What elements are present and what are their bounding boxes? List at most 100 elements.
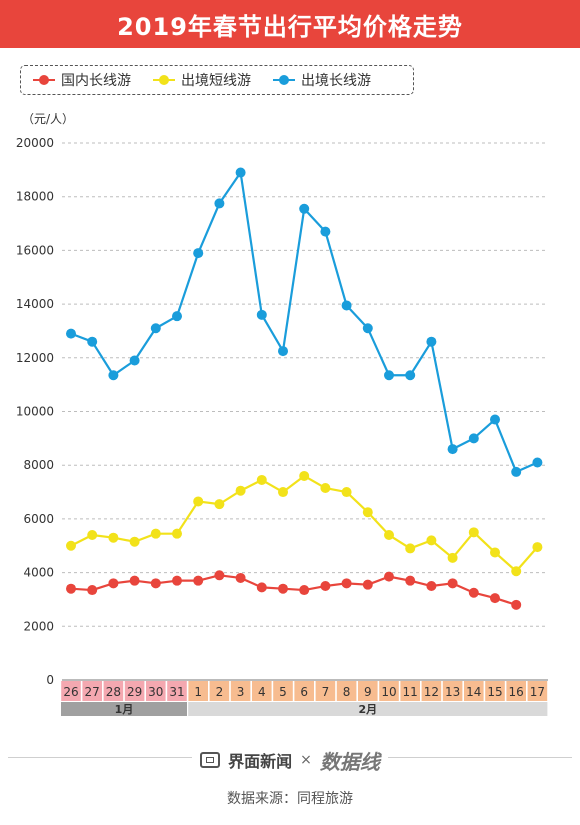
series-point-2	[278, 346, 288, 357]
month-band-feb	[188, 702, 548, 716]
series-point-1	[235, 485, 246, 496]
series-point-0	[256, 582, 267, 593]
series-point-2	[129, 355, 140, 366]
y-tick-label: 12000	[16, 351, 54, 365]
x-tick-cell	[273, 681, 293, 701]
legend-label-short: 出境短线游	[181, 73, 251, 89]
y-tick-label: 0	[46, 673, 54, 687]
x-tick-cell	[124, 681, 145, 701]
x-tick-label: 11	[403, 685, 418, 699]
x-tick-label: 5	[279, 685, 287, 699]
legend-label-domestic: 国内长线游	[61, 73, 131, 89]
series-point-0	[172, 575, 182, 586]
series-point-0	[320, 581, 331, 592]
series-point-1	[362, 507, 373, 518]
x-tick-label: 26	[63, 685, 78, 699]
chart-title: 2019年春节出行平均价格走势	[0, 0, 580, 48]
series-point-1	[384, 530, 394, 541]
x-tick-label: 7	[322, 685, 330, 699]
y-tick-label: 14000	[16, 297, 54, 311]
x-tick-cell	[464, 681, 484, 701]
series-point-2	[235, 167, 246, 178]
series-point-0	[66, 583, 76, 594]
series-point-2	[193, 248, 204, 259]
series-point-0	[447, 578, 458, 589]
x-tick-cell	[506, 681, 526, 701]
series-point-0	[405, 575, 416, 586]
series-point-2	[426, 336, 437, 347]
datamine-logo: 数据线	[319, 749, 380, 774]
x-tick-cell	[188, 681, 208, 701]
series-point-2	[511, 466, 522, 477]
series-point-0	[278, 583, 288, 594]
x-tick-label: 16	[509, 685, 524, 699]
x-tick-label: 28	[106, 685, 121, 699]
x-tick-cell	[379, 681, 399, 701]
series-point-2	[256, 309, 267, 320]
x-tick-label: 14	[466, 685, 481, 699]
x-tick-cell	[252, 681, 272, 701]
y-tick-label: 8000	[23, 458, 54, 472]
series-point-2	[214, 198, 225, 209]
series-point-0	[468, 587, 479, 598]
series-point-2	[320, 226, 331, 237]
brand-box: 界面新闻 × 数据线	[192, 745, 388, 775]
series-point-0	[193, 575, 204, 586]
series-point-2	[108, 370, 119, 381]
legend-label-long: 出境长线游	[301, 73, 371, 89]
series-point-1	[256, 474, 267, 485]
x-tick-label: 2	[216, 685, 224, 699]
y-axis-unit: （元/人）	[22, 112, 75, 126]
x-tick-cell	[358, 681, 378, 701]
series-point-1	[426, 535, 437, 546]
series-point-1	[511, 566, 522, 577]
series-point-2	[468, 433, 479, 444]
series-point-2	[172, 311, 182, 322]
legend-item-long: 出境长线游	[273, 70, 371, 90]
series-point-1	[129, 536, 140, 547]
x-tick-cell	[146, 681, 166, 701]
month-label-feb: 2月	[358, 703, 377, 716]
x-tick-cell	[442, 681, 463, 701]
legend-swatch-long	[273, 75, 295, 85]
series-line-2	[70, 171, 538, 474]
series-point-1	[490, 547, 500, 558]
month-band-jan	[61, 702, 187, 716]
times-sign: ×	[300, 752, 312, 768]
y-tick-label: 16000	[16, 243, 54, 257]
series-point-2	[299, 203, 310, 214]
series-point-1	[278, 487, 288, 498]
legend-swatch-domestic	[33, 75, 55, 85]
x-tick-cell	[82, 681, 102, 701]
month-label-jan: 1月	[115, 703, 134, 716]
series-point-2	[341, 300, 352, 311]
series-point-2	[150, 323, 161, 334]
series-point-2	[532, 457, 543, 468]
series-point-0	[108, 578, 119, 589]
x-tick-cell	[230, 681, 251, 701]
series-point-1	[320, 483, 331, 494]
x-tick-cell	[400, 681, 420, 701]
legend-swatch-short	[153, 75, 175, 85]
x-tick-label: 15	[487, 685, 502, 699]
series-point-1	[172, 528, 182, 539]
series-point-1	[150, 528, 161, 539]
series-point-0	[511, 599, 522, 610]
legend-item-domestic: 国内长线游	[33, 70, 131, 90]
series-point-0	[214, 570, 225, 581]
x-tick-label: 1	[194, 685, 202, 699]
series-line-0	[70, 574, 517, 606]
footer-brand: 界面新闻 × 数据线	[0, 745, 580, 775]
series-point-1	[341, 487, 352, 498]
series-point-0	[384, 571, 394, 582]
series-point-2	[362, 323, 373, 334]
series-point-0	[150, 578, 161, 589]
series-point-0	[490, 593, 500, 604]
series-point-0	[426, 581, 437, 592]
x-tick-label: 10	[381, 685, 396, 699]
x-tick-label: 12	[424, 685, 439, 699]
x-tick-label: 6	[300, 685, 308, 699]
y-tick-label: 18000	[16, 190, 54, 204]
x-tick-label: 4	[258, 685, 266, 699]
